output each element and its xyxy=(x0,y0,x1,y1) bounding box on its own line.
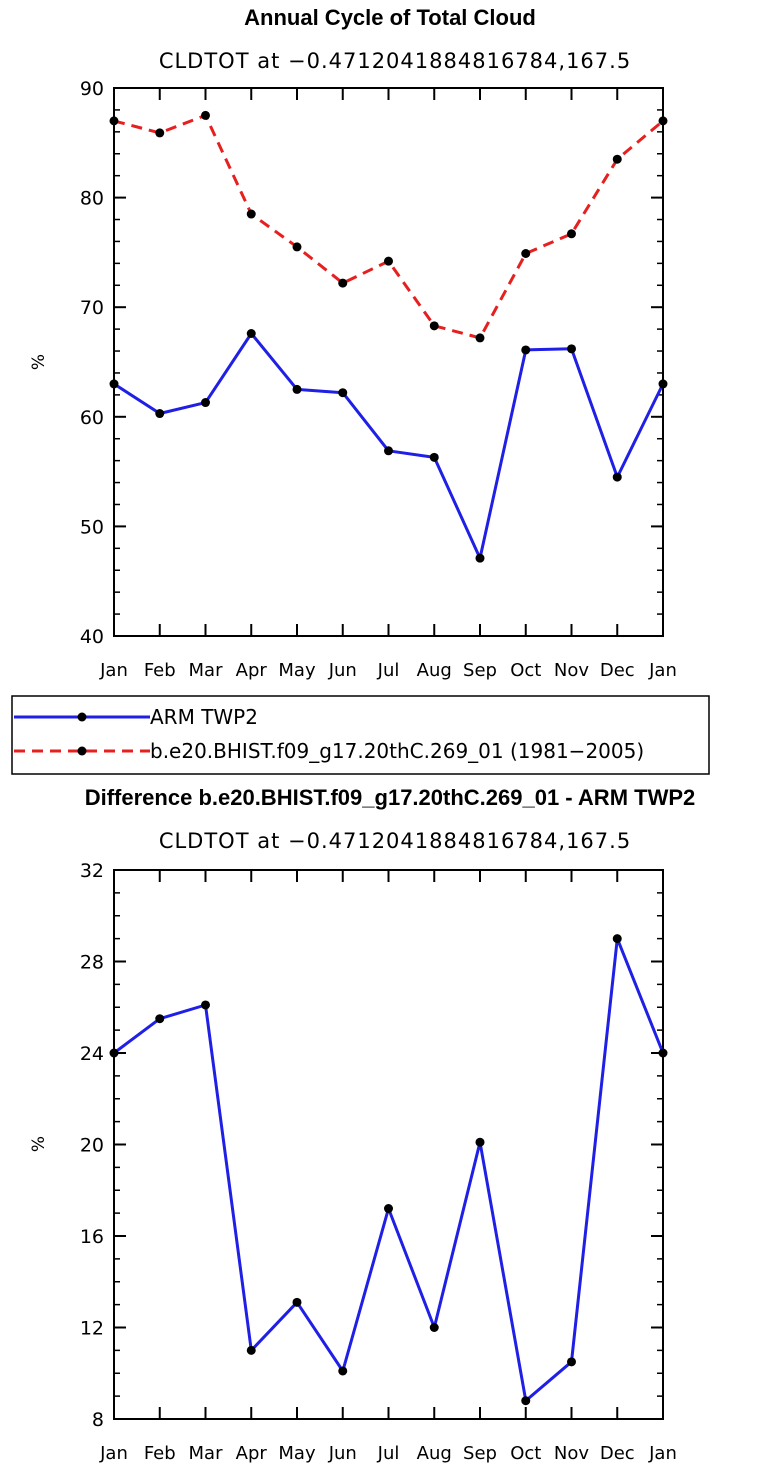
x-tick-label: Oct xyxy=(510,660,541,681)
x-tick-label: Jan xyxy=(648,1443,677,1464)
chart1-ylabel: % xyxy=(29,354,49,370)
data-point xyxy=(429,1323,439,1332)
data-point xyxy=(338,388,348,398)
data-point xyxy=(384,446,393,456)
legend-label-arm: ARM TWP2 xyxy=(150,705,258,729)
data-point xyxy=(521,248,531,258)
data-point xyxy=(155,1014,165,1024)
y-tick-label: 40 xyxy=(80,626,104,648)
data-point xyxy=(292,384,302,394)
data-point xyxy=(429,321,439,331)
x-tick-label: Sep xyxy=(463,1443,497,1464)
data-point xyxy=(201,110,210,120)
x-tick-label: May xyxy=(278,1443,316,1464)
legend-marker-model xyxy=(77,746,87,756)
x-tick-label: Jul xyxy=(377,660,400,681)
x-tick-label: Jan xyxy=(648,660,677,681)
data-point xyxy=(658,1048,668,1058)
chart2-plot: 8 12 16 20 24 28 32 Jan Feb Mar Apr May Jun Jul Aug Sep… xyxy=(80,860,677,1464)
y-tick-label: 80 xyxy=(80,188,104,210)
data-point xyxy=(475,553,485,563)
data-point xyxy=(521,345,531,355)
plot-frame xyxy=(113,87,664,637)
data-point xyxy=(246,1345,256,1355)
data-point xyxy=(155,128,165,138)
data-point xyxy=(475,333,485,343)
x-tick-label: Jun xyxy=(328,660,357,681)
series-line-1 xyxy=(113,113,664,340)
data-point xyxy=(109,1048,119,1058)
data-point xyxy=(658,379,668,389)
data-point xyxy=(155,409,165,419)
data-point xyxy=(567,344,576,354)
y-tick-label: 24 xyxy=(80,1043,104,1065)
data-point xyxy=(567,229,576,239)
chart2-ylabel: % xyxy=(29,1136,49,1152)
data-point xyxy=(292,1297,302,1307)
chart1-title: Annual Cycle of Total Cloud xyxy=(244,5,536,30)
y-tick-label: 70 xyxy=(80,297,104,319)
data-point xyxy=(612,934,622,944)
data-point xyxy=(612,154,622,164)
x-tick-label: Apr xyxy=(236,660,268,681)
y-tick-label: 60 xyxy=(80,407,104,429)
y-tick-label: 8 xyxy=(92,1409,104,1431)
x-tick-label: Dec xyxy=(600,660,635,681)
data-point xyxy=(429,452,439,462)
x-tick-label: May xyxy=(278,660,316,681)
legend-box xyxy=(11,695,710,775)
chart2-title: Difference b.e20.BHIST.f09_g17.20thC.269… xyxy=(85,785,696,810)
data-point xyxy=(384,1204,393,1214)
data-point xyxy=(384,256,393,266)
x-tick-label: Apr xyxy=(236,1443,268,1464)
x-tick-label: Feb xyxy=(144,660,176,681)
x-tick-label: Jul xyxy=(377,1443,400,1464)
x-tick-label: Aug xyxy=(417,1443,452,1464)
data-point xyxy=(658,116,668,126)
data-point xyxy=(109,379,119,389)
x-tick-label: Oct xyxy=(510,1443,541,1464)
data-point xyxy=(201,1000,210,1010)
x-tick-label: Mar xyxy=(189,660,224,681)
x-tick-label: Sep xyxy=(463,660,497,681)
y-tick-label: 50 xyxy=(80,516,104,538)
y-tick-label: 16 xyxy=(80,1226,104,1248)
x-tick-label: Feb xyxy=(144,1443,176,1464)
chart1-subtitle: CLDTOT at −0.4712041884816784,167.5 xyxy=(159,49,631,73)
x-tick-label: Nov xyxy=(554,1443,589,1464)
data-point xyxy=(246,209,256,219)
y-tick-label: 90 xyxy=(80,78,104,100)
y-tick-label: 12 xyxy=(80,1318,104,1340)
x-tick-label: Jan xyxy=(99,1443,128,1464)
data-point xyxy=(246,329,256,339)
x-tick-label: Mar xyxy=(189,1443,224,1464)
x-tick-label: Aug xyxy=(417,660,452,681)
chart2-subtitle: CLDTOT at −0.4712041884816784,167.5 xyxy=(159,829,631,853)
x-tick-label: Dec xyxy=(600,1443,635,1464)
series-line-0 xyxy=(113,332,665,560)
data-point xyxy=(612,472,622,482)
y-tick-label: 20 xyxy=(80,1135,104,1157)
data-point xyxy=(109,116,119,126)
data-point xyxy=(475,1137,485,1147)
chart1-plot: 40 50 60 70 80 90 Jan Feb Mar Apr May Jun Jul Aug Sep O… xyxy=(80,78,677,681)
data-point xyxy=(338,278,348,288)
data-point xyxy=(201,398,210,408)
y-tick-label: 32 xyxy=(80,860,104,882)
legend-marker-arm xyxy=(77,712,87,722)
data-point xyxy=(567,1357,576,1367)
y-tick-label: 28 xyxy=(80,952,104,974)
data-point xyxy=(521,1396,531,1406)
legend-label-model: b.e20.BHIST.f09_g17.20thC.269_01 (1981−2… xyxy=(150,739,644,763)
x-tick-label: Nov xyxy=(554,660,589,681)
data-point xyxy=(292,242,302,252)
plot-frame xyxy=(113,869,664,1420)
x-tick-label: Jun xyxy=(328,1443,357,1464)
x-tick-label: Jan xyxy=(99,660,128,681)
chart1-legend: ARM TWP2 b.e20.BHIST.f09_g17.20thC.269_0… xyxy=(11,695,710,775)
data-point xyxy=(338,1366,348,1376)
series-line-0 xyxy=(113,937,665,1403)
